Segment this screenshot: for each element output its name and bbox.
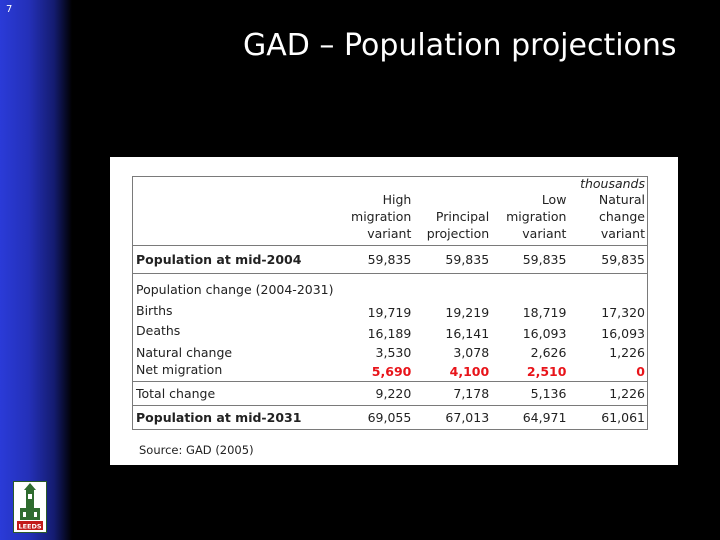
col-high-migration: High migration variant [336,191,414,246]
col-principal: Principal projection [413,191,492,246]
header-row: High migration variant Principal projection… [132,191,648,246]
slide-number: 7 [6,4,13,15]
row-net-migration: Net migration 5,690 4,100 2,510 0 [132,361,648,382]
university-logo: LEEDS [13,481,47,533]
row-pop-2004: Population at mid-2004 59,835 59,835 59,… [132,245,648,274]
units-label: thousands [580,176,645,191]
sidebar-strip: 7 LEEDS [0,0,72,540]
units-row: thousands [133,177,648,192]
row-natural-change: Natural change 3,530 3,078 2,626 1,226 [136,345,645,360]
row-births: Births 19,719 19,219 18,719 17,320 [136,303,645,320]
row-total-change: Total change 9,220 7,178 5,136 1,226 [132,381,648,406]
col-natural-change: Natural change variant [568,191,648,246]
logo-text: LEEDS [18,523,41,531]
col-low-migration: Low migration variant [491,191,569,246]
row-change-heading: Population change (2004-2031) [136,282,334,297]
table-panel: thousands High migration variant Principal… [110,157,678,465]
projections-table: thousands High migration variant Principal… [132,176,648,430]
row-pop-2031: Population at mid-2031 69,055 67,013 64,… [136,410,645,425]
row-deaths: Deaths 16,189 16,141 16,093 16,093 [136,323,645,341]
slide-title: GAD – Population projections [243,28,677,63]
source-note: Source: GAD (2005) [139,443,254,457]
